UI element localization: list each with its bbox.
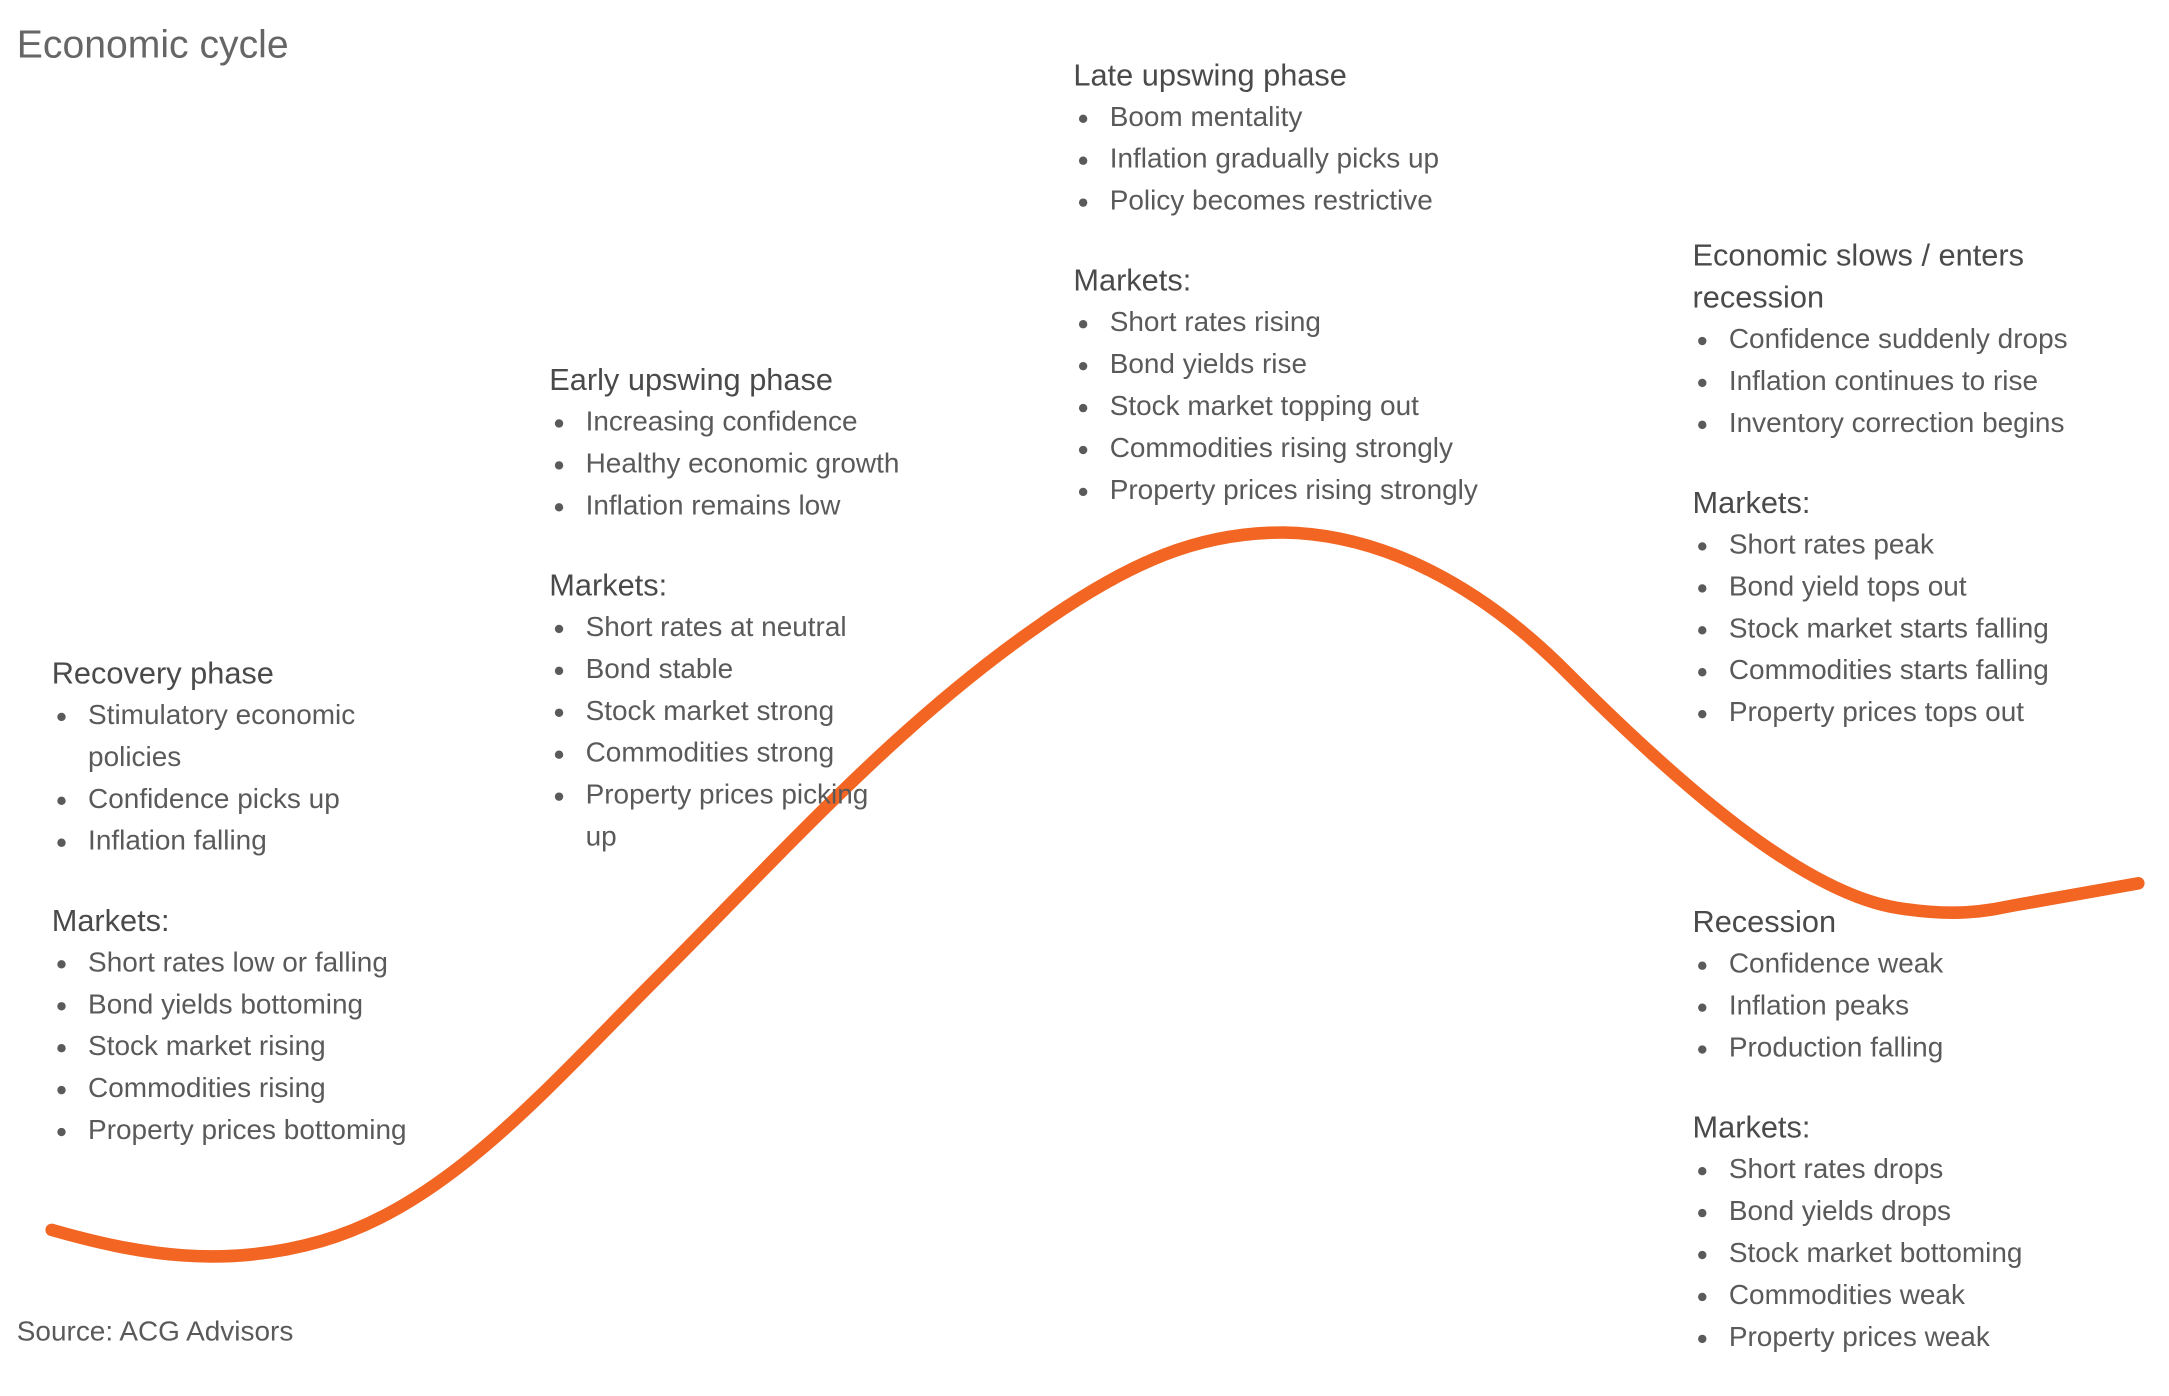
phase-block: Recession Confidence weak Inflation peaks P… (1692, 901, 2090, 1358)
market-points: Short rates peak Bond yield tops out Stock… (1692, 524, 2090, 734)
cycle-curve (45, 526, 2145, 1263)
market-point: Short rates peak (1698, 524, 2091, 566)
phase-point: Policy becomes restrictive (1078, 180, 1507, 222)
phase-points: Confidence suddenly drops Inflation conti… (1692, 319, 2090, 445)
phase-point: Stimulatory economic policies (57, 695, 409, 779)
market-points: Short rates rising Bond yields rise Stock … (1073, 302, 1506, 512)
phase-block: Early upswing phase Increasing confidence… (549, 359, 926, 858)
phase-point: Inflation falling (57, 820, 409, 862)
market-point: Commodities weak (1698, 1275, 2091, 1317)
phase-title: Recession (1692, 904, 1837, 940)
market-point: Stock market starts falling (1698, 608, 2091, 650)
phase-point: Inflation peaks (1698, 985, 2091, 1027)
phase-point: Production falling (1698, 1027, 2091, 1069)
market-point: Bond yields drops (1698, 1191, 2091, 1233)
market-point: Bond yield tops out (1698, 566, 2091, 608)
source: Source: ACG Advisors (16, 1316, 294, 1348)
phase-block: Late upswing phase Boom mentality Inflatio… (1073, 55, 1506, 512)
phase-point: Inflation remains low (554, 485, 927, 527)
market-point: Property prices rising strongly (1078, 470, 1507, 512)
phase-block: Recovery phase Stimulatory economic polic… (52, 653, 410, 1152)
markets-label: Markets: (1692, 484, 1811, 520)
phase-points: Confidence weak Inflation peaks Production… (1692, 943, 2090, 1069)
markets-label: Markets: (1692, 1109, 1811, 1145)
markets-label: Markets: (1073, 262, 1192, 298)
phase-points: Increasing confidence Healthy economic gr… (549, 401, 926, 527)
market-points: Short rates drops Bond yields drops Stock … (1692, 1149, 2090, 1359)
market-point: Stock market bottoming (1698, 1233, 2091, 1275)
market-point: Short rates rising (1078, 302, 1507, 344)
phase-block: Economic slows / enters recession Confide… (1692, 235, 2090, 734)
phase-point: Inflation continues to rise (1698, 361, 2091, 403)
phase-points: Stimulatory economic policies Confidence … (52, 695, 410, 863)
market-point: Bond yields bottoming (57, 984, 409, 1026)
market-points: Short rates at neutral Bond stable Stock m… (549, 607, 870, 859)
phase-point: Confidence weak (1698, 943, 2091, 985)
market-point: Commodities starts falling (1698, 650, 2091, 692)
phase-title: Late upswing phase (1073, 57, 1347, 93)
phase-title: Economic slows / enters recession (1692, 237, 2025, 315)
market-point: Stock market topping out (1078, 386, 1507, 428)
market-point: Short rates at neutral (554, 607, 871, 649)
market-point: Short rates drops (1698, 1149, 2091, 1191)
phase-point: Healthy economic growth (554, 443, 927, 485)
market-point: Bond yields rise (1078, 344, 1507, 386)
market-point: Property prices picking up (554, 774, 871, 858)
phase-point: Confidence picks up (57, 778, 409, 820)
phase-point: Confidence suddenly drops (1698, 319, 2091, 361)
market-points: Short rates low or falling Bond yields bo… (52, 942, 410, 1152)
market-point: Property prices tops out (1698, 692, 2091, 734)
market-point: Property prices bottoming (57, 1110, 409, 1152)
phase-points: Boom mentality Inflation gradually picks … (1073, 96, 1506, 222)
market-point: Short rates low or falling (57, 942, 409, 984)
phase-point: Boom mentality (1078, 96, 1507, 138)
phase-point: Inflation gradually picks up (1078, 138, 1507, 180)
phase-point: Increasing confidence (554, 401, 927, 443)
market-point: Commodities rising (57, 1068, 409, 1110)
market-point: Stock market rising (57, 1026, 409, 1068)
phase-title: Recovery phase (51, 655, 274, 691)
phase-point: Inventory correction begins (1698, 403, 2091, 445)
market-point: Property prices weak (1698, 1317, 2091, 1359)
phase-title: Early upswing phase (549, 361, 833, 397)
title: Economic cycle (16, 22, 289, 66)
market-point: Stock market strong (554, 690, 871, 732)
market-point: Bond stable (554, 648, 871, 690)
markets-label: Markets: (549, 567, 668, 603)
market-point: Commodities rising strongly (1078, 428, 1507, 470)
market-point: Commodities strong (554, 732, 871, 774)
markets-label: Markets: (51, 902, 170, 938)
